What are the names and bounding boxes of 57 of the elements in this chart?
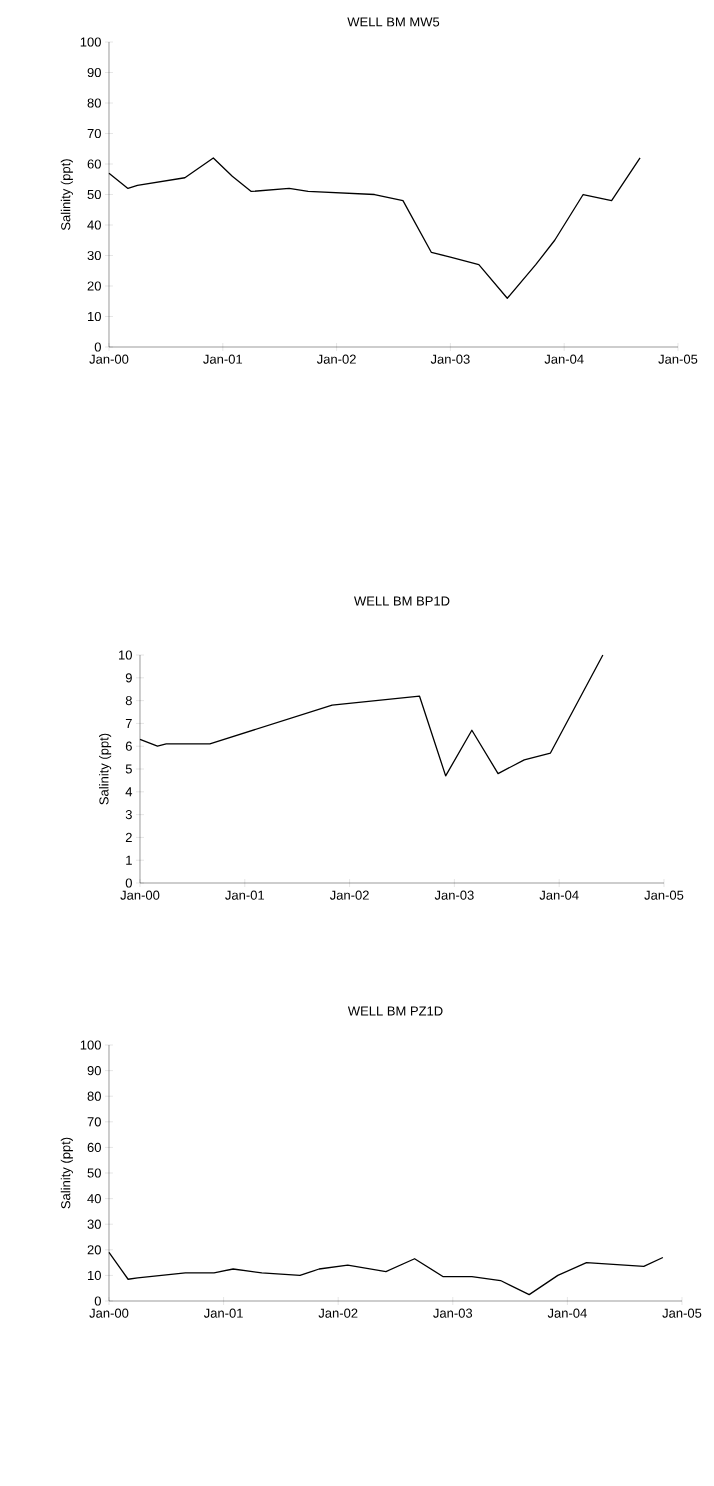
y-axis-title: Salinity (ppt) [60, 1137, 73, 1209]
x-tick-label: Jan-00 [89, 354, 129, 364]
y-tick-label: 40 [87, 1194, 101, 1204]
x-tick-label: Jan-04 [547, 1308, 587, 1318]
x-tick-label: Jan-03 [433, 1308, 473, 1318]
y-tick-label: 4 [125, 787, 133, 797]
y-tick-label: 10 [87, 311, 101, 322]
y-tick-label: 3 [125, 810, 132, 820]
y-tick-label: 100 [80, 37, 101, 47]
chart-title: WELL BM PZ1D [347, 1006, 443, 1016]
y-axis-title: Salinity (ppt) [99, 733, 112, 805]
chart-title: WELL BM BP1D [354, 596, 450, 606]
x-tick-label: Jan-01 [203, 354, 243, 364]
x-tick-label: Jan-02 [329, 890, 369, 900]
y-tick-label: 50 [87, 189, 101, 200]
x-tick-label: Jan-05 [644, 890, 684, 900]
x-tick-label: Jan-03 [430, 354, 470, 364]
y-tick-label: 7 [125, 718, 132, 728]
x-tick-label: Jan-03 [434, 890, 474, 900]
x-tick-label: Jan-02 [316, 354, 356, 364]
y-tick-label: 50 [87, 1168, 101, 1178]
x-tick-label: Jan-04 [544, 354, 584, 364]
x-tick-label: Jan-00 [120, 890, 160, 900]
y-tick-label: 30 [87, 1219, 101, 1229]
y-axis-title: Salinity (ppt) [60, 159, 73, 231]
y-tick-label: 1 [126, 855, 132, 865]
x-tick-label: Jan-01 [203, 1308, 243, 1318]
x-tick-label: Jan-05 [658, 354, 698, 364]
chart-title: WELL BM MW5 [347, 17, 440, 27]
x-tick-label: Jan-02 [318, 1308, 358, 1318]
y-tick-label: 80 [87, 98, 101, 108]
y-tick-label: 100 [80, 1040, 101, 1050]
y-tick-label: 6 [125, 741, 132, 751]
y-tick-label: 90 [87, 1066, 101, 1076]
y-tick-label: 60 [87, 1142, 101, 1153]
y-tick-label: 0 [94, 342, 101, 352]
y-tick-label: 20 [87, 1245, 101, 1255]
y-tick-label: 0 [94, 1296, 101, 1306]
x-tick-label: Jan-00 [89, 1308, 129, 1318]
y-tick-label: 9 [125, 673, 132, 683]
y-tick-label: 90 [87, 67, 101, 78]
y-tick-label: 20 [87, 281, 101, 291]
x-tick-label: Jan-01 [225, 890, 265, 900]
y-tick-label: 70 [87, 1117, 101, 1127]
y-tick-label: 0 [125, 878, 132, 888]
y-tick-label: 60 [87, 159, 101, 169]
x-tick-label: Jan-04 [539, 890, 579, 900]
y-tick-label: 30 [87, 250, 101, 261]
y-tick-label: 8 [125, 696, 132, 706]
y-tick-label: 5 [125, 764, 132, 774]
y-tick-label: 70 [87, 128, 101, 139]
y-tick-label: 2 [125, 832, 132, 842]
y-tick-label: 10 [87, 1270, 101, 1281]
y-tick-label: 10 [118, 650, 132, 660]
y-tick-label: 40 [87, 220, 101, 230]
y-tick-label: 80 [87, 1091, 101, 1101]
x-tick-label: Jan-05 [662, 1308, 702, 1318]
